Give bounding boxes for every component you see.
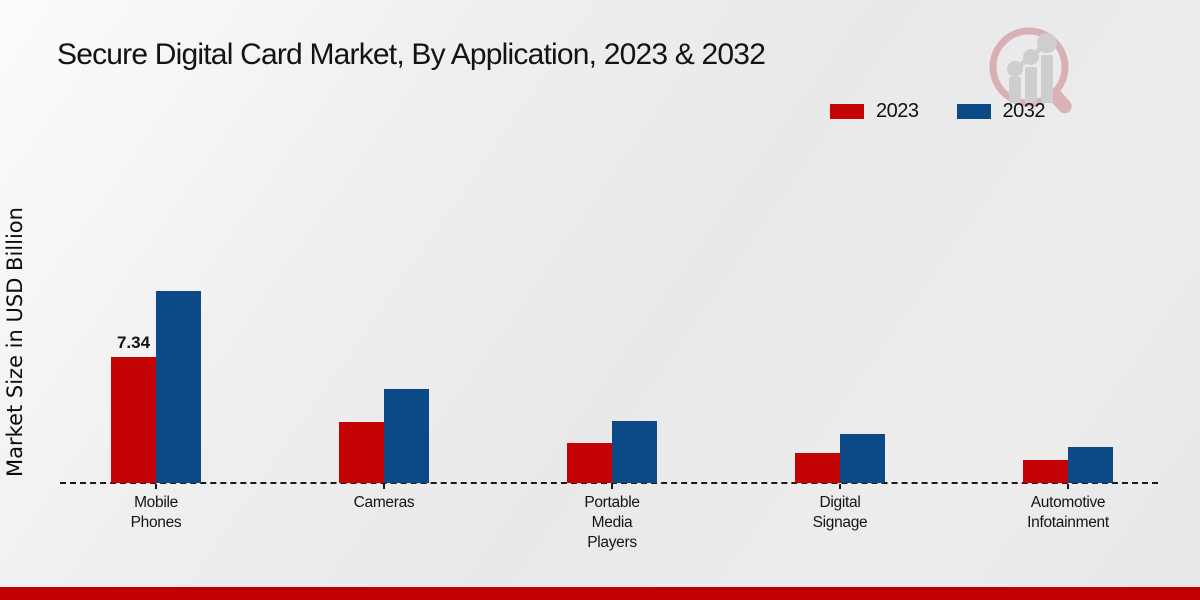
- bar-data-label: 7.34: [116, 333, 151, 352]
- bar-2032: [840, 434, 885, 483]
- magnifier-bar-chart-logo: [989, 27, 1072, 114]
- bar-group: [339, 0, 429, 483]
- legend: 2023 2032: [830, 100, 1045, 123]
- x-axis-tick: [155, 484, 157, 489]
- bar-2032: [384, 389, 429, 483]
- chart-title: Secure Digital Card Market, By Applicati…: [57, 38, 766, 71]
- x-axis-tick: [383, 484, 385, 489]
- bar-2032: [1068, 447, 1113, 483]
- bar-2023: [795, 453, 840, 483]
- bar-2032: [612, 421, 657, 483]
- bar-group: [795, 0, 885, 483]
- legend-item-2032: 2032: [956, 100, 1046, 123]
- legend-item-2023: 2023: [830, 100, 919, 123]
- bar-group: 7.34: [111, 0, 201, 483]
- category-label: Portable Media Players: [584, 494, 640, 552]
- bottom-accent-strip: [0, 587, 1200, 600]
- x-axis-tick: [839, 484, 841, 489]
- bar-2023: [567, 443, 612, 483]
- legend-swatch-2023: [830, 104, 864, 119]
- category-label: Automotive Infotainment: [1027, 494, 1109, 532]
- legend-label-2032: 2032: [1002, 100, 1046, 122]
- bar-2023: [339, 422, 384, 483]
- legend-label-2023: 2023: [876, 100, 919, 122]
- bar-2023: [1023, 460, 1068, 483]
- bar-2032: [156, 291, 201, 483]
- bar-group: [567, 0, 657, 483]
- category-label: Digital Signage: [812, 494, 868, 532]
- x-axis-tick: [611, 484, 613, 489]
- category-label: Mobile Phones: [130, 494, 182, 532]
- x-axis-tick: [1067, 484, 1069, 489]
- legend-swatch-2032: [956, 104, 991, 119]
- x-axis-baseline: [60, 482, 1158, 484]
- bar-2023: [111, 357, 156, 483]
- category-label: Cameras: [353, 494, 415, 511]
- bar-group: [1023, 0, 1113, 483]
